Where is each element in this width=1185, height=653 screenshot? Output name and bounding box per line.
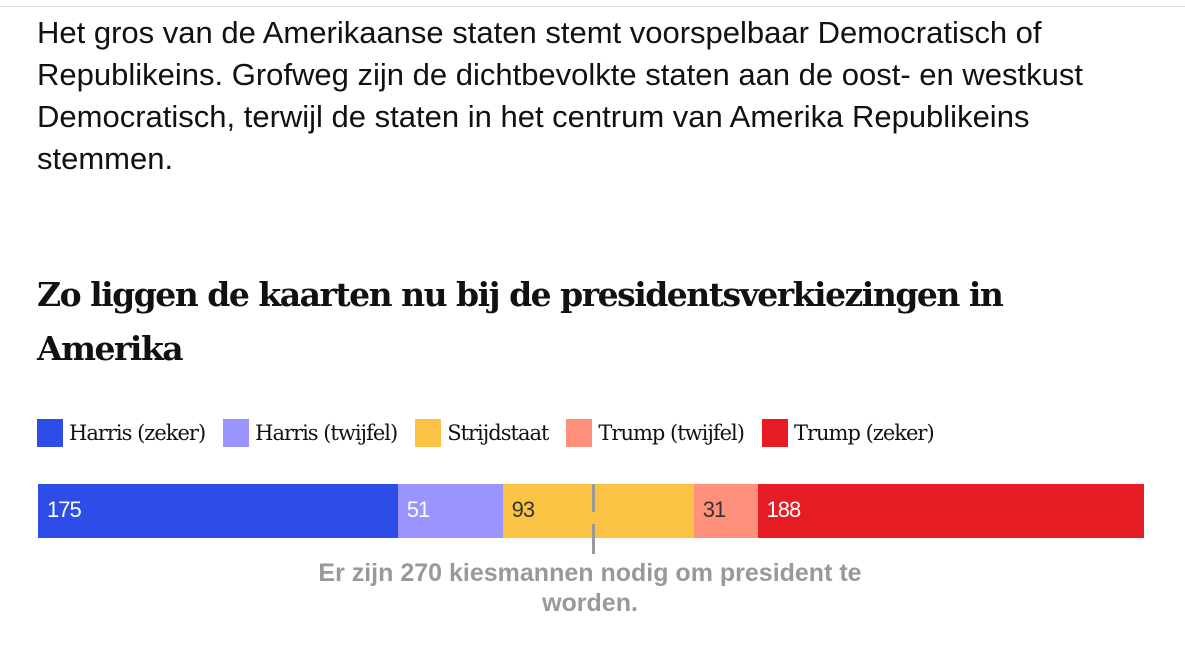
- legend: Harris (zeker) Harris (twijfel) Strijdstaa…: [37, 419, 935, 447]
- legend-label: Harris (zeker): [69, 421, 206, 445]
- legend-item: Harris (twijfel): [223, 419, 398, 447]
- threshold-marker-top: [592, 484, 596, 512]
- legend-swatch: [223, 419, 250, 447]
- threshold-marker-bottom: [592, 524, 596, 554]
- bar-segment: 51: [397, 484, 503, 538]
- chart-title: Zo liggen de kaarten nu bij de president…: [37, 275, 1004, 368]
- legend-label: Trump (twijfel): [598, 421, 745, 445]
- legend-swatch: [415, 419, 442, 447]
- legend-label: Strijdstaat: [447, 421, 549, 445]
- data-label: 51: [406, 497, 431, 522]
- legend-label: Trump (zeker): [793, 421, 935, 445]
- bar-segment: 93: [502, 484, 694, 538]
- data-label: 93: [511, 497, 536, 522]
- legend-item: Trump (zeker): [761, 419, 935, 447]
- data-label: 175: [47, 497, 82, 522]
- top-divider: [0, 6, 1185, 7]
- data-label: 31: [702, 497, 727, 522]
- legend-swatch: [37, 419, 63, 447]
- bar-segment: 31: [693, 484, 758, 538]
- legend-label: Harris (twijfel): [255, 421, 398, 445]
- data-label: 188: [766, 497, 802, 522]
- stacked-bar: 175 51 93 31 188: [38, 484, 1144, 538]
- threshold-annotation: Er zijn 270 kiesmannen nodig om presiden…: [318, 559, 862, 617]
- bar-segment: 188: [757, 484, 1144, 538]
- legend-swatch: [566, 419, 593, 447]
- legend-item: Strijdstaat: [415, 419, 549, 447]
- legend-item: Trump (twijfel): [566, 419, 745, 447]
- bar-segment: 175: [38, 484, 398, 538]
- legend-swatch: [761, 419, 788, 447]
- legend-item: Harris (zeker): [37, 419, 206, 447]
- intro-paragraph: Het gros van de Amerikaanse staten stemt…: [37, 15, 1083, 176]
